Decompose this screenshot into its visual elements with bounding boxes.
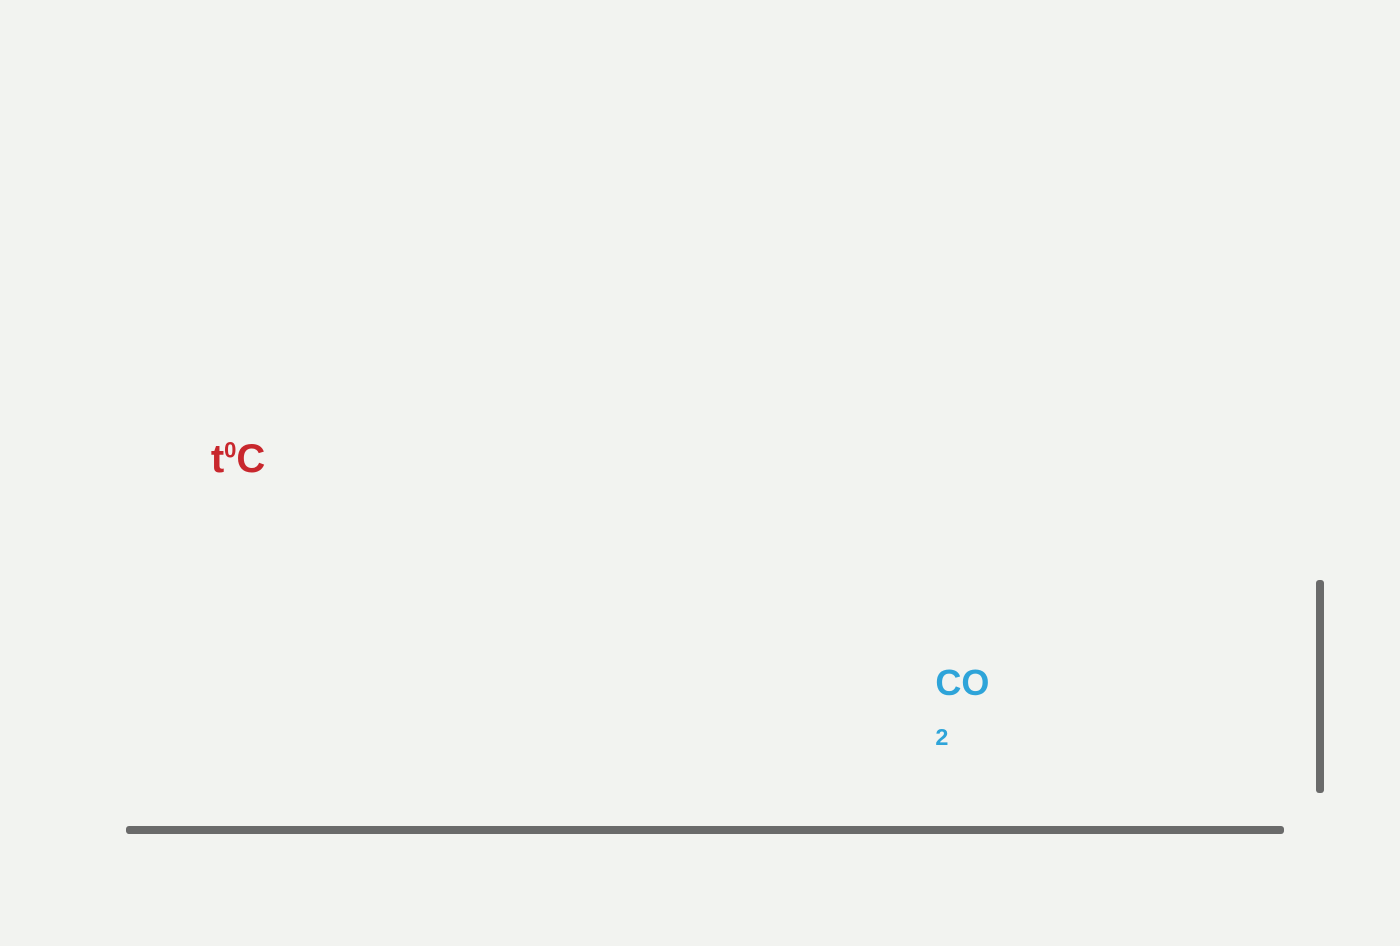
right-axis-line	[1316, 580, 1324, 793]
temperature-series-label: t0C	[211, 437, 265, 482]
x-axis-line	[126, 826, 1284, 834]
co2-series-label: CO 2	[935, 662, 989, 751]
chart-title	[0, 0, 1400, 24]
